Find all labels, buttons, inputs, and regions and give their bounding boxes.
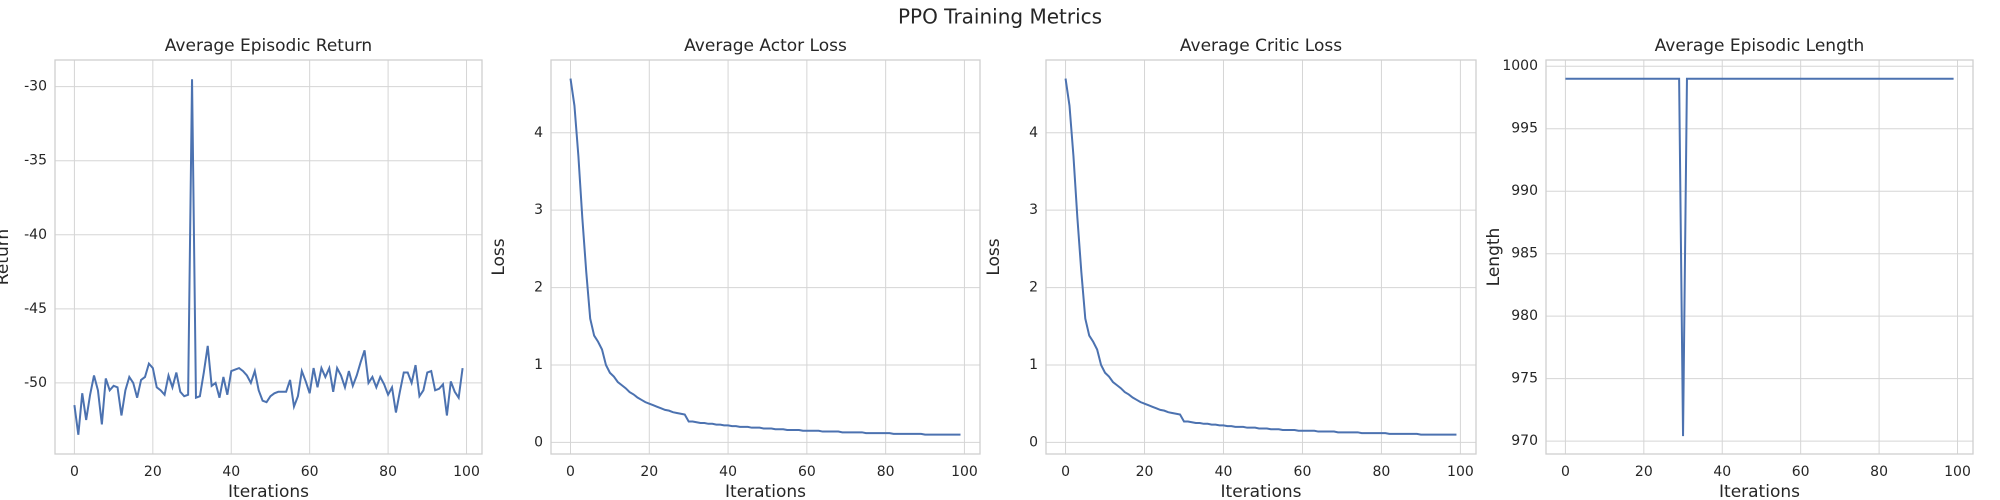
chart-title: Average Critic Loss — [1180, 36, 1342, 56]
y-tick-label: 970 — [1511, 433, 1538, 449]
x-tick-label: 40 — [1215, 464, 1233, 480]
y-axis-label: Length — [1484, 228, 1504, 287]
figure-title: PPO Training Metrics — [898, 5, 1102, 29]
chart-title: Average Episodic Return — [165, 36, 372, 56]
axes-frame — [1045, 59, 1477, 455]
y-axis-label: Loss — [489, 238, 509, 275]
x-axis-label: Iterations — [228, 482, 309, 500]
x-tick-label: 40 — [222, 464, 240, 480]
x-tick-label: 80 — [877, 464, 895, 480]
x-tick-label: 80 — [1373, 464, 1391, 480]
chart-title: Average Actor Loss — [684, 36, 847, 56]
x-axis-label: Iterations — [1221, 482, 1302, 500]
y-tick-label: 980 — [1511, 308, 1538, 324]
x-tick-label: 100 — [453, 464, 480, 480]
x-tick-label: 60 — [1792, 464, 1810, 480]
line-series — [73, 79, 464, 435]
y-tick-label: 1 — [1029, 357, 1038, 373]
y-tick-label: 2 — [1029, 280, 1038, 296]
line-series — [1565, 77, 1954, 437]
x-tick-label: 100 — [1447, 464, 1474, 480]
x-axis-label: Iterations — [725, 482, 806, 500]
x-tick-label: 20 — [144, 464, 162, 480]
x-tick-label: 0 — [566, 464, 575, 480]
x-tick-label: 60 — [798, 464, 816, 480]
x-tick-label: 0 — [70, 464, 79, 480]
y-tick-label: 3 — [1029, 202, 1038, 218]
x-tick-label: 20 — [640, 464, 658, 480]
axes-frame — [1545, 59, 1974, 455]
y-tick-label: -40 — [24, 227, 47, 243]
x-tick-label: 80 — [1870, 464, 1888, 480]
line-series — [569, 78, 961, 436]
y-axis-label: Return — [0, 229, 13, 285]
y-tick-label: 1000 — [1502, 58, 1538, 74]
x-axis-label: Iterations — [1719, 482, 1800, 500]
y-tick-label: 4 — [1029, 125, 1038, 141]
y-tick-label: 2 — [534, 280, 543, 296]
line-series — [1064, 78, 1457, 436]
x-tick-label: 0 — [1061, 464, 1070, 480]
x-tick-label: 100 — [951, 464, 978, 480]
y-tick-label: -35 — [24, 153, 47, 169]
x-tick-label: 100 — [1944, 464, 1971, 480]
y-tick-label: -30 — [24, 79, 47, 95]
x-tick-label: 80 — [379, 464, 397, 480]
x-tick-label: 20 — [1136, 464, 1154, 480]
x-tick-label: 60 — [1294, 464, 1312, 480]
y-tick-label: 3 — [534, 202, 543, 218]
axes-frame — [54, 59, 483, 455]
y-tick-label: -50 — [24, 375, 47, 391]
y-tick-label: 0 — [534, 434, 543, 450]
y-axis-label: Loss — [984, 238, 1004, 275]
axes-frame — [550, 59, 981, 455]
y-tick-label: 0 — [1029, 434, 1038, 450]
x-tick-label: 20 — [1635, 464, 1653, 480]
y-tick-label: 975 — [1511, 371, 1538, 387]
y-tick-label: 4 — [534, 125, 543, 141]
y-tick-label: 1 — [534, 357, 543, 373]
x-tick-label: 40 — [719, 464, 737, 480]
y-tick-label: 990 — [1511, 183, 1538, 199]
y-tick-label: 985 — [1511, 246, 1538, 262]
y-tick-label: 995 — [1511, 121, 1538, 137]
chart-title: Average Episodic Length — [1655, 36, 1865, 56]
x-tick-label: 40 — [1713, 464, 1731, 480]
x-tick-label: 0 — [1561, 464, 1570, 480]
x-tick-label: 60 — [301, 464, 319, 480]
y-tick-label: -45 — [24, 301, 47, 317]
